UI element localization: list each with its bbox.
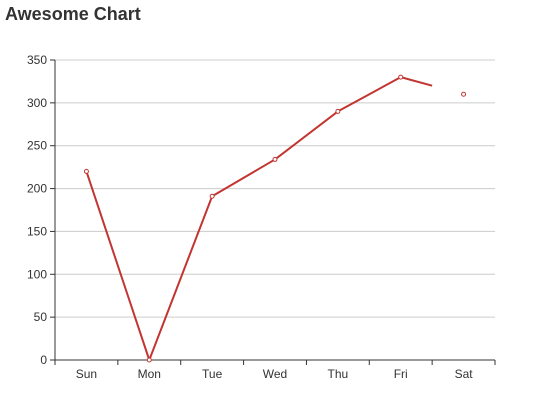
x-tick-label-wed: Wed bbox=[263, 367, 287, 381]
y-tick-label: 200 bbox=[27, 182, 47, 196]
data-point-wed[interactable] bbox=[272, 156, 278, 162]
data-point-sat[interactable] bbox=[461, 91, 467, 97]
x-tick-label-sat: Sat bbox=[455, 367, 474, 381]
data-point-thu[interactable] bbox=[335, 108, 341, 114]
grid-lines bbox=[55, 59, 495, 318]
y-tick-label: 0 bbox=[40, 353, 47, 367]
x-tick-label-fri: Fri bbox=[394, 367, 408, 381]
y-tick-label: 100 bbox=[27, 267, 47, 281]
x-tick-label-thu: Thu bbox=[328, 367, 349, 381]
data-point-mon[interactable] bbox=[146, 357, 152, 363]
x-axis: Sun Mon Tue Wed Thu Fri Sat bbox=[54, 359, 496, 381]
y-axis: 0 50 100 150 200 250 300 350 bbox=[27, 53, 56, 367]
data-point-fri[interactable] bbox=[398, 74, 404, 80]
data-point-tue[interactable] bbox=[209, 193, 215, 199]
y-tick-label: 250 bbox=[27, 139, 47, 153]
series-layer bbox=[83, 74, 467, 363]
y-tick-label: 150 bbox=[27, 224, 47, 238]
y-tick-label: 50 bbox=[34, 310, 48, 324]
y-tick-label: 300 bbox=[27, 96, 47, 110]
x-tick-label-tue: Tue bbox=[202, 367, 223, 381]
chart-title: Awesome Chart bbox=[5, 4, 141, 24]
x-tick-label-sun: Sun bbox=[76, 367, 97, 381]
data-point-sun[interactable] bbox=[83, 168, 89, 174]
x-tick-label-mon: Mon bbox=[138, 367, 161, 381]
y-tick-label: 350 bbox=[27, 53, 47, 67]
